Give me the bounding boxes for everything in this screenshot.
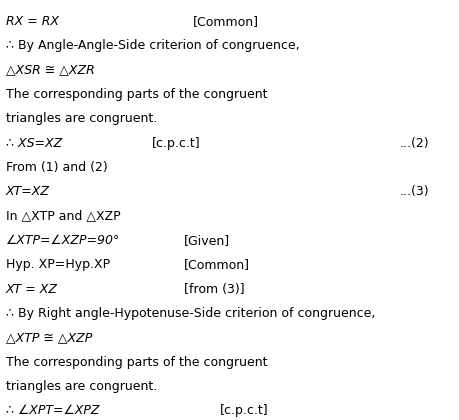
Text: The corresponding parts of the congruent: The corresponding parts of the congruent <box>6 356 268 369</box>
Text: From (1) and (2): From (1) and (2) <box>6 161 108 174</box>
Text: [c.p.c.t]: [c.p.c.t] <box>220 404 269 417</box>
Text: [Common]: [Common] <box>184 258 250 271</box>
Text: ∴ ∠XPT=∠XPZ: ∴ ∠XPT=∠XPZ <box>6 404 100 417</box>
Text: [c.p.c.t]: [c.p.c.t] <box>151 136 200 150</box>
Text: triangles are congruent.: triangles are congruent. <box>6 380 157 393</box>
Text: RX = RX: RX = RX <box>6 15 59 28</box>
Text: ∴ By Right angle-Hypotenuse-Side criterion of congruence,: ∴ By Right angle-Hypotenuse-Side criteri… <box>6 307 375 320</box>
Text: △XSR ≅ △XZR: △XSR ≅ △XZR <box>6 63 95 76</box>
Text: △XTP ≅ △XZP: △XTP ≅ △XZP <box>6 331 92 344</box>
Text: Hyp. XP=Hyp.XP: Hyp. XP=Hyp.XP <box>6 258 110 271</box>
Text: XT=XZ: XT=XZ <box>6 185 50 198</box>
Text: ∴ XS=XZ: ∴ XS=XZ <box>6 136 62 150</box>
Text: XT = XZ: XT = XZ <box>6 283 58 296</box>
Text: [from (3)]: [from (3)] <box>184 283 244 296</box>
Text: ...(2): ...(2) <box>399 136 429 150</box>
Text: ∠XTP=∠XZP=90°: ∠XTP=∠XZP=90° <box>6 234 120 247</box>
Text: In △XTP and △XZP: In △XTP and △XZP <box>6 210 121 223</box>
Text: ∴ By Angle-Angle-Side criterion of congruence,: ∴ By Angle-Angle-Side criterion of congr… <box>6 39 300 52</box>
Text: triangles are congruent.: triangles are congruent. <box>6 112 157 125</box>
Text: The corresponding parts of the congruent: The corresponding parts of the congruent <box>6 88 268 101</box>
Text: [Common]: [Common] <box>193 15 259 28</box>
Text: [Given]: [Given] <box>184 234 230 247</box>
Text: ...(3): ...(3) <box>399 185 429 198</box>
